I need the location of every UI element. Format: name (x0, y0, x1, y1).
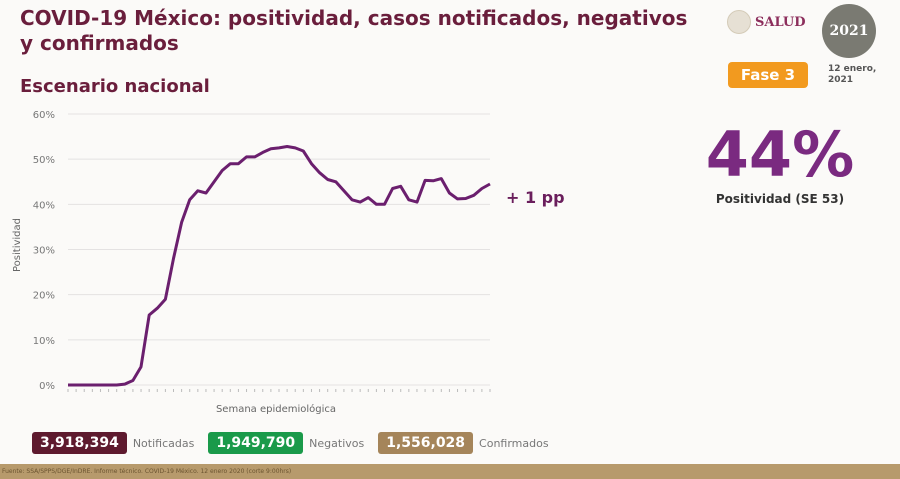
seal-icon (727, 10, 751, 34)
y-tick-label: 50% (33, 155, 55, 166)
year-badge: 2021 (822, 4, 876, 58)
date-line-1: 12 enero, (828, 64, 877, 74)
negativos-label: Negativos (309, 436, 365, 450)
positivity-chart: 0% 10% 20% 30% 40% 50% 60% Positividad Semana … (12, 110, 491, 415)
report-date: 12 enero, 2021 (828, 64, 876, 86)
confirmados-value: 1,556,028 (378, 432, 474, 454)
y-tick-label: 10% (33, 336, 55, 347)
y-tick-label: 0% (39, 381, 55, 392)
page-subtitle: Escenario nacional (20, 76, 210, 97)
y-tick-label: 20% (33, 291, 55, 302)
notificadas-label: Notificadas (132, 436, 195, 450)
positivity-value: 44% (705, 118, 855, 191)
y-tick-label: 30% (33, 246, 55, 257)
date-line-2: 2021 (828, 75, 854, 85)
confirmados-label: Confirmados (479, 436, 549, 450)
change-label: + 1 pp (506, 188, 565, 207)
y-tick-label: 40% (33, 200, 55, 211)
negativos-value: 1,949,790 (208, 432, 304, 454)
y-axis-label: Positividad (12, 218, 23, 272)
stats-bar: 3,918,394 Notificadas 1,949,790 Negativos … (32, 432, 563, 454)
page-title: COVID-19 México: positividad, casos noti… (20, 6, 688, 55)
source-footer: Fuente: SSA/SPPS/DGE/InDRE. Informe técn… (0, 464, 900, 479)
phase-badge: Fase 3 (728, 62, 808, 88)
salud-logo-text: SALUD (755, 14, 806, 30)
y-tick-label: 60% (33, 110, 55, 121)
x-axis-label: Semana epidemiológica (216, 403, 336, 415)
positivity-label: Positividad (SE 53) (715, 192, 845, 206)
salud-logo: SALUD (727, 10, 806, 34)
notificadas-value: 3,918,394 (32, 432, 127, 454)
series-line (68, 145, 491, 387)
